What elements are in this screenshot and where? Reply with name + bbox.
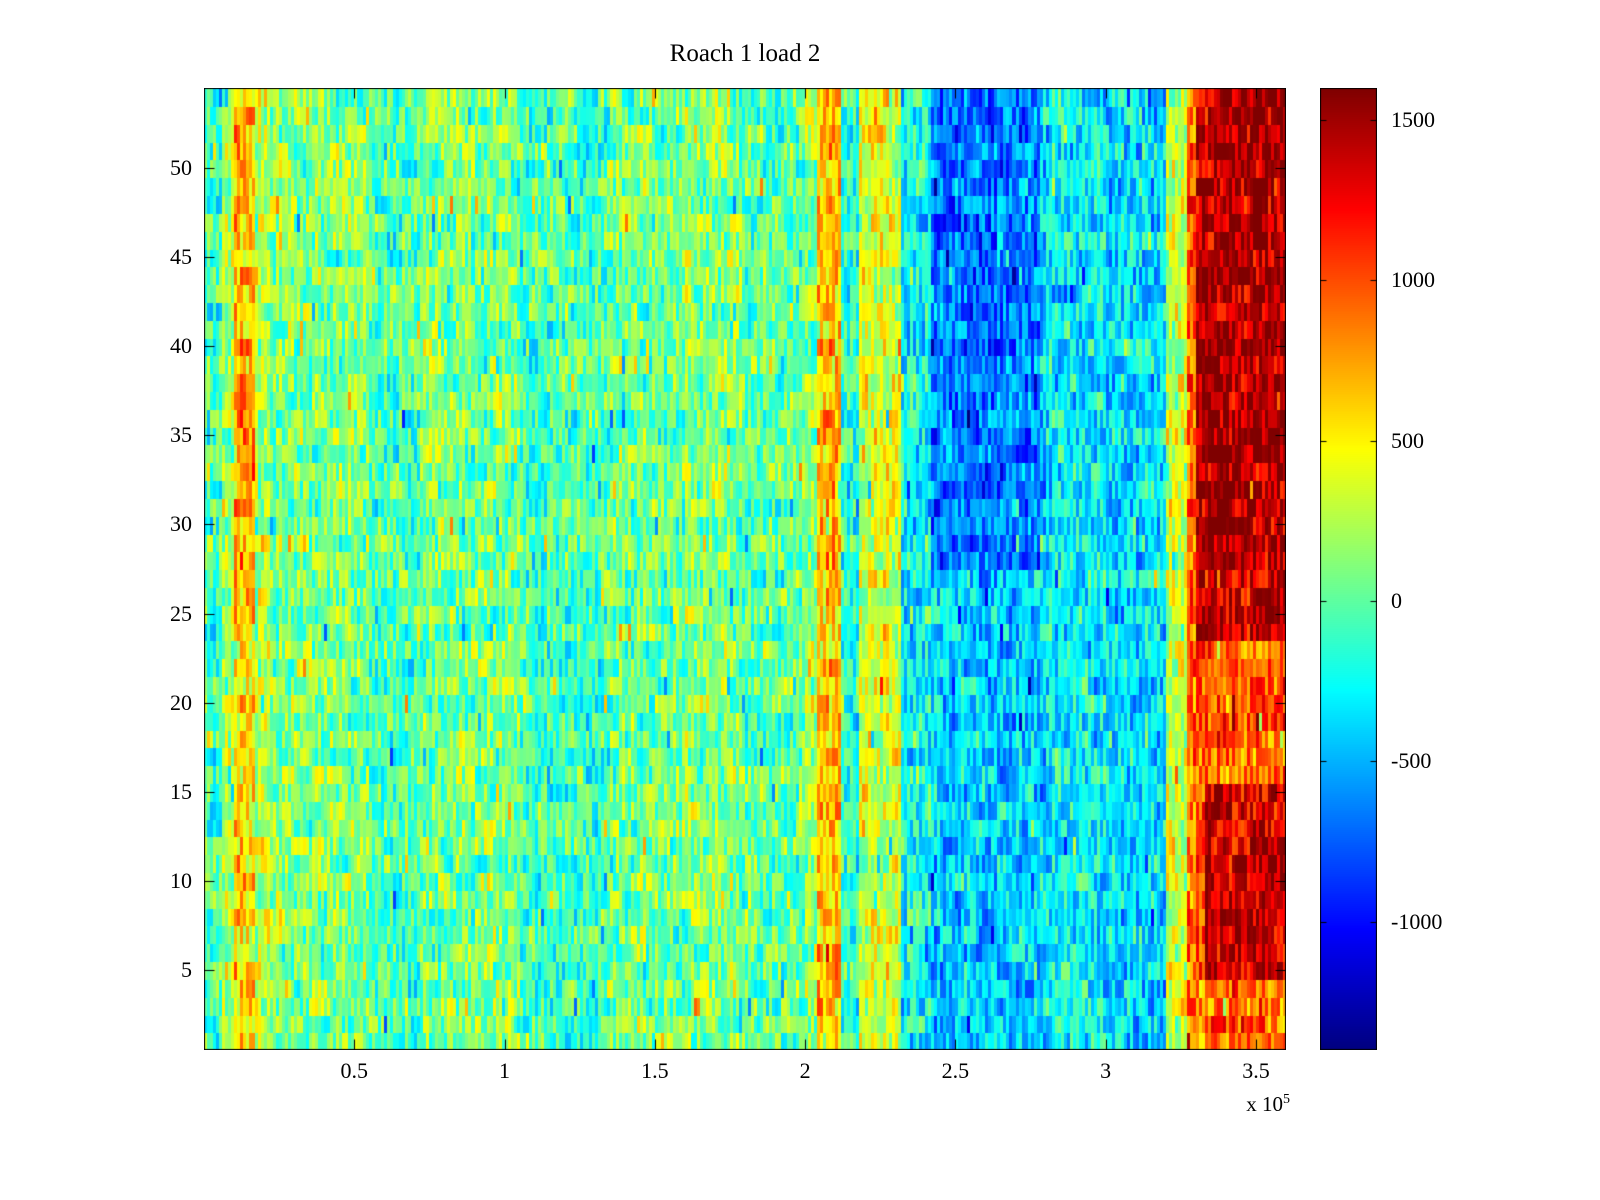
x-tick-label: 2 (799, 1058, 811, 1083)
chart-title: Roach 1 load 2 (669, 40, 821, 67)
y-tick-label: 35 (170, 422, 192, 448)
x-tick-label: 1.5 (641, 1058, 669, 1083)
colorbar-tick-label: 1000 (1391, 267, 1435, 293)
y-tick-label: 30 (170, 511, 192, 537)
exponent-prefix: x 10 (1246, 1092, 1283, 1116)
x-tick-label: 3.5 (1242, 1058, 1270, 1083)
y-tick-label: 45 (170, 244, 192, 270)
y-tick-label: 15 (170, 778, 192, 804)
plot-area (204, 88, 1286, 1050)
colorbar-tick-label: 0 (1391, 588, 1402, 614)
colorbar-canvas (1320, 88, 1377, 1050)
y-tick-label: 40 (170, 333, 192, 359)
heatmap-canvas (204, 88, 1286, 1050)
x-tick-label: 1 (499, 1058, 511, 1083)
colorbar-tick-label: 1500 (1391, 107, 1435, 133)
colorbar-tick-label: 500 (1391, 427, 1424, 453)
y-tick-label: 5 (181, 956, 192, 982)
colorbar (1320, 88, 1377, 1050)
y-tick-label: 25 (170, 600, 192, 626)
x-tick-label: 2.5 (941, 1058, 970, 1083)
y-tick-label: 20 (170, 689, 192, 715)
colorbar-tick-label: -500 (1391, 748, 1432, 774)
y-tick-label: 50 (170, 155, 192, 181)
exponent-power: 5 (1283, 1092, 1290, 1107)
x-tick-label: 3 (1100, 1058, 1112, 1083)
x-axis-exponent-label: x 105 (1196, 1092, 1290, 1117)
y-tick-label: 10 (170, 867, 192, 893)
colorbar-tick-label: -1000 (1391, 908, 1443, 934)
x-tick-label: 0.5 (340, 1058, 369, 1083)
